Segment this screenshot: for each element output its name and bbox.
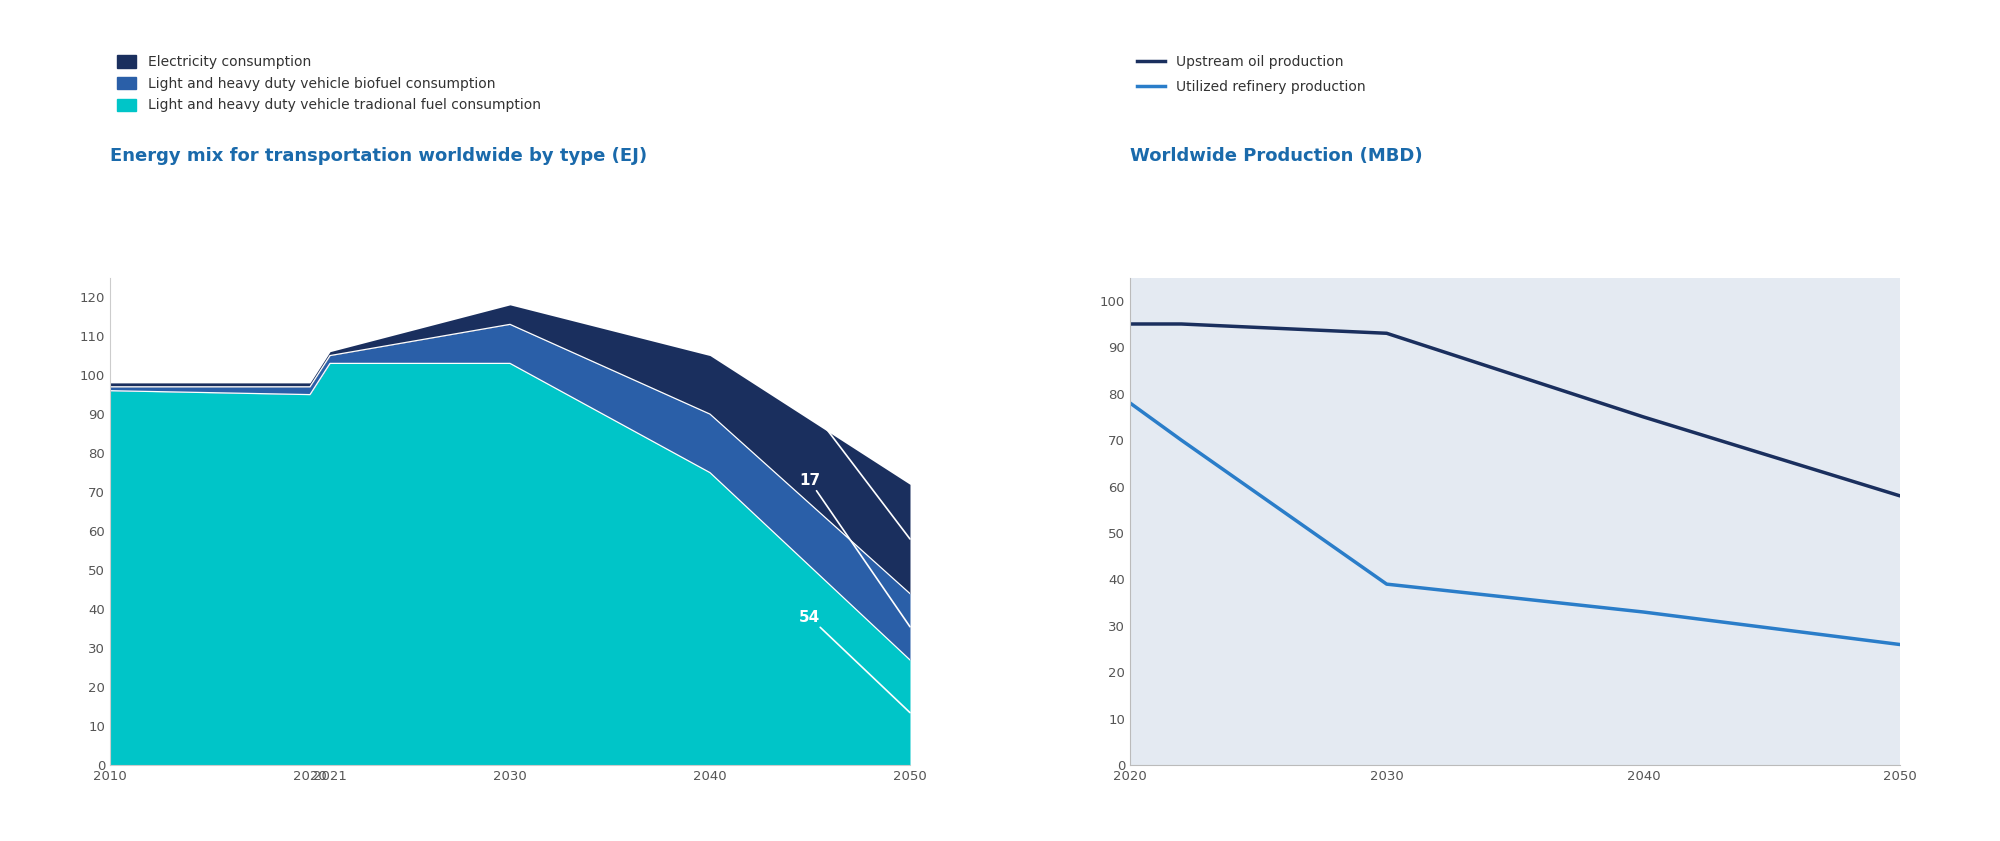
Text: Worldwide Production (MBD): Worldwide Production (MBD) bbox=[1130, 147, 1422, 165]
Text: ...That Will Force Capacity Rationalization Of The Least
Economic Upstream And D: ...That Will Force Capacity Rationalizat… bbox=[1176, 32, 1824, 82]
Text: 28: 28 bbox=[798, 399, 910, 539]
Text: 54: 54 bbox=[798, 610, 910, 712]
Legend: Electricity consumption, Light and heavy duty vehicle biofuel consumption, Light: Electricity consumption, Light and heavy… bbox=[116, 56, 540, 113]
Text: 17: 17 bbox=[798, 473, 910, 627]
Legend: Upstream oil production, Utilized refinery production: Upstream oil production, Utilized refine… bbox=[1136, 56, 1366, 93]
Text: Energy mix for transportation worldwide by type (EJ): Energy mix for transportation worldwide … bbox=[110, 147, 648, 165]
Text: The Competition From Alternate Fuels/EVs Will
Decrease Demand For Traditional Fo: The Competition From Alternate Fuels/EVs… bbox=[220, 32, 780, 82]
